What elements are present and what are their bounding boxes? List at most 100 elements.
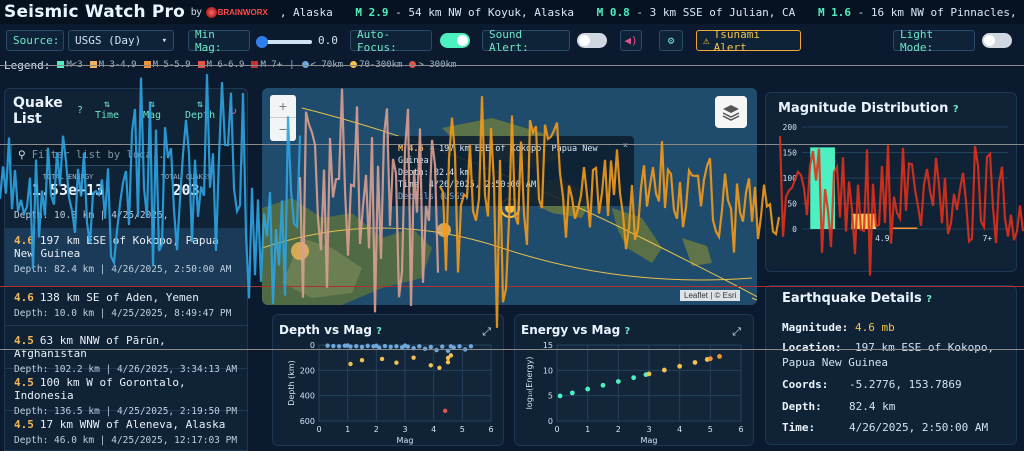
help-icon[interactable]: ? [952,104,959,115]
overlay-line [0,65,1024,66]
layers-button[interactable] [715,96,747,128]
quake-marker[interactable] [437,223,451,237]
earthquake-details-panel: Earthquake Details ? Magnitude: 4.6 mb L… [765,285,1017,445]
help-icon[interactable]: ? [624,326,631,337]
tick-label: 0 [792,225,797,234]
data-point [331,343,336,349]
filter-input[interactable]: ⚲ Filter list by loca... [11,144,243,166]
expand-icon[interactable]: ⤢ [482,325,491,338]
data-point [336,344,342,349]
depth-vs-mag-title: Depth vs Mag ? [279,323,382,337]
tick-label: 2 [616,425,621,434]
tsunami-alert-button[interactable]: ⚠ Tsunami Alert [696,28,801,54]
data-point [585,386,591,392]
data-point [359,344,365,350]
sort-icon: ⇅ [149,99,156,110]
detail-magnitude-value: 4.6 mb [855,321,895,334]
data-point [631,375,637,381]
data-point [388,344,393,349]
sort-icon: ⇅ [104,99,111,110]
data-point [442,408,448,414]
map-attribution[interactable]: Leaflet | © Esri [680,290,741,301]
detail-location-value-2: Papua New Guinea [782,356,888,369]
list-item-selected[interactable]: 4.6 197 km ESE of Kokopo, Papua New Guin… [5,229,247,286]
tick-label: 5 [708,425,713,434]
list-item[interactable]: 4.6 138 km SE of Aden, Yemen Depth: 10.0… [5,286,247,326]
refresh-icon[interactable]: ↻ [229,103,237,118]
depth-vs-mag-panel: Depth vs Mag ? ⤢ 0 1 2 3 4 5 6 0 200 400 600 Mag Dep… [272,314,504,446]
tick-label: 4 [431,425,436,434]
tick-label: 200 [300,366,315,375]
data-point [448,344,454,349]
zoom-control: + − [270,95,296,141]
tick-label: 50 [787,200,797,209]
expand-icon[interactable]: ⤢ [732,325,741,338]
tick-label: 2 [374,425,379,434]
close-icon[interactable]: × [622,141,628,151]
data-point [457,344,462,349]
min-mag-slider[interactable] [256,36,312,48]
list-item[interactable]: 4.5 17 km WNW of Aleneva, Alaska Depth: … [5,413,247,450]
data-point [428,344,433,350]
help-icon[interactable]: ? [376,326,382,337]
data-point [677,363,683,369]
ticker-item: , Alaska [279,5,333,19]
popup-details-link[interactable]: Details (USGS) [398,192,470,202]
help-icon[interactable]: ? [926,294,933,305]
tick-label: 15 [543,341,553,350]
data-point [394,360,399,365]
list-item[interactable]: 4.5 100 km W of Gorontalo, Indonesia Dep… [5,371,247,417]
min-mag-value: 0.0 [318,34,338,47]
chevron-down-icon: ▾ [161,35,167,46]
top-bar: Seismic Watch Pro by BRAINWORX , Alaska … [0,0,1024,24]
data-point [354,343,359,349]
popup-mag: M 4.6 [398,144,424,154]
tick-label: 6 [488,425,493,434]
min-mag-slider-thumb[interactable] [256,36,268,48]
data-point [557,393,563,399]
auto-focus-toggle[interactable] [440,33,470,48]
detail-location-value: 197 km ESE of Kokopo, [855,341,995,354]
tick-label: 1 [585,425,590,434]
settings-button[interactable]: ⚙ [659,30,683,51]
tick-label: 0 [554,425,559,434]
mag-distribution-title: Magnitude Distribution ? [778,101,959,116]
controls-bar: Source: USGS (Day) ▾ Min Mag: 0.0 Auto-F… [0,26,1024,56]
data-point [600,382,606,388]
sort-icon: ⇅ [197,99,204,110]
tick-label: 3 [646,425,651,434]
tick-label: 200 [783,123,798,132]
list-item[interactable]: 4.5 63 km NNW of Pārūn, Afghanistan Dept… [5,329,247,375]
axis-label: Mag [641,436,658,445]
tick-label: 7+ [983,234,993,243]
popup-place: - 197 km ESE of Kokopo, Papua New Guinea [398,144,598,166]
overlay-line [0,349,1024,350]
data-point [382,343,388,349]
data-point [717,354,722,359]
source-select[interactable]: USGS (Day) ▾ [68,30,174,51]
quake-marker[interactable] [291,242,309,260]
bar [851,213,877,229]
stat-total-quakes: TOTAL QUAKES 203 [131,173,241,207]
layers-icon [722,105,740,121]
light-mode-toggle[interactable] [982,33,1012,48]
data-point [359,358,365,363]
zoom-in-button[interactable]: + [270,95,296,118]
sound-alert-toggle[interactable] [577,33,607,48]
detail-coords-label: Coords: [782,378,829,391]
tick-label: 0 [316,425,321,434]
stat-label: TOTAL ENERGY [42,173,94,181]
details-title: Earthquake Details ? [782,291,933,306]
sort-depth-button[interactable]: ⇅ Depth [185,99,216,121]
ticker-item: M 1.6 - 16 km NW of Pinnacles, C [817,5,1024,19]
mute-button[interactable]: ◀) [620,30,642,51]
zoom-out-button[interactable]: − [278,121,288,137]
sort-mag-button[interactable]: ⇅ Mag [143,99,162,121]
tick-label: 150 [783,149,798,158]
depth-vs-mag-chart: 0 1 2 3 4 5 6 0 200 400 600 Mag Depth (km) [287,341,494,445]
list-item[interactable]: Depth: 10.0 km | 4/25/2025, [5,207,247,229]
filter-placeholder: Filter list by loca... [31,149,171,161]
help-icon[interactable]: ? [77,105,84,116]
sort-time-button[interactable]: ⇅ Time [95,99,120,121]
detail-location-label: Location: [782,341,842,354]
